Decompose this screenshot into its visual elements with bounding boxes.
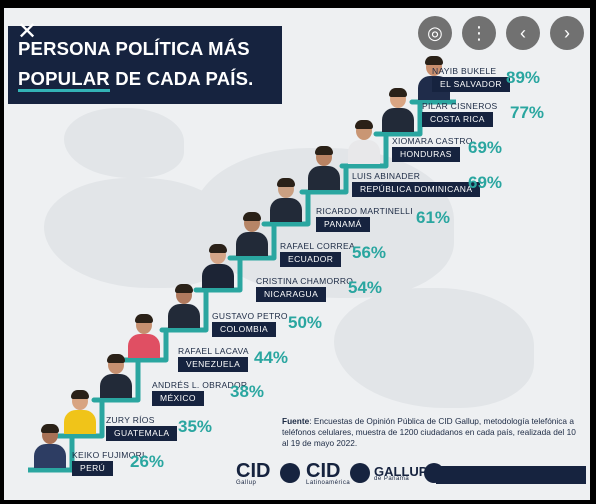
title-line-1: PERSONA POLÍTICA MÁS xyxy=(18,38,250,59)
staircase-line xyxy=(28,99,456,473)
logos-row: CID Gallup CID Latinoamérica GALLUP de Pana… xyxy=(236,460,586,494)
person-name: NAYIB BUKELE xyxy=(432,66,497,76)
approval-percent: 56% xyxy=(352,243,387,262)
approval-percent: 77% xyxy=(510,103,545,122)
map-shape xyxy=(64,108,184,178)
person-photo xyxy=(126,314,162,358)
close-icon[interactable]: ✕ xyxy=(16,18,38,45)
country-label: GUATEMALA xyxy=(106,426,178,441)
country-label: EL SALVADOR xyxy=(432,77,510,92)
more-button[interactable]: ⋮ xyxy=(462,16,496,50)
approval-percent: 50% xyxy=(288,313,323,332)
footer-bar xyxy=(436,466,586,484)
person-photo xyxy=(234,212,270,256)
country-label: COSTA RICA xyxy=(422,112,493,127)
approval-percent: 38% xyxy=(230,382,265,401)
country-label: HONDURAS xyxy=(392,147,460,162)
gallup-panama-logo: GALLUP de Panamá xyxy=(374,464,428,482)
person-name: RAFAEL LACAVA xyxy=(178,346,249,356)
title-line-2: POPULAR DE CADA PAÍS. xyxy=(18,64,272,94)
person-photo xyxy=(346,120,382,164)
person-photo xyxy=(306,146,342,190)
country-label: PANAMÁ xyxy=(316,217,370,232)
lens-button[interactable]: ◎ xyxy=(418,16,452,50)
person-name: ANDRÉS L. OBRADOR xyxy=(152,380,248,390)
globe-icon xyxy=(280,463,300,483)
title-banner: PERSONA POLÍTICA MÁS POPULAR DE CADA PAÍ… xyxy=(8,26,282,104)
infographic-image: PERSONA POLÍTICA MÁS POPULAR DE CADA PAÍ… xyxy=(4,8,590,500)
person-name: RAFAEL CORREA xyxy=(280,241,355,251)
country-label: COLOMBIA xyxy=(212,322,277,337)
approval-percent: 26% xyxy=(130,452,165,471)
country-label: VENEZUELA xyxy=(178,357,249,372)
approval-percent: 54% xyxy=(348,278,383,297)
person-photo xyxy=(166,284,202,328)
map-shape xyxy=(334,288,534,408)
title-rest: DE CADA PAÍS. xyxy=(109,68,254,89)
cid-latinoamerica-logo: CID Latinoamérica xyxy=(306,460,351,486)
person-name: GUSTAVO PETRO xyxy=(212,311,288,321)
approval-percent: 35% xyxy=(178,417,213,436)
person-name: KEIKO FUJIMORI xyxy=(72,450,145,460)
person-photo xyxy=(98,354,134,398)
person-name: PILAR CISNEROS xyxy=(422,101,498,111)
person-photo xyxy=(62,390,98,434)
approval-percent: 61% xyxy=(416,208,451,227)
next-button[interactable]: › xyxy=(550,16,584,50)
source-text: : Encuestas de Opinión Pública de CID Ga… xyxy=(282,416,576,448)
globe-icon xyxy=(350,463,370,483)
person-name: XIOMARA CASTRO xyxy=(392,136,473,146)
country-label: ECUADOR xyxy=(280,252,342,267)
person-name: LUIS ABINADER xyxy=(352,171,421,181)
person-photo xyxy=(200,244,236,288)
person-photo xyxy=(380,88,416,132)
country-label: NICARAGUA xyxy=(256,287,327,302)
person-name: ZURY RÍOS xyxy=(106,415,155,425)
cid-gallup-logo: CID Gallup xyxy=(236,460,271,486)
country-label: MÉXICO xyxy=(152,391,204,406)
country-label: PERÚ xyxy=(72,461,114,476)
title-highlight: POPULAR xyxy=(18,68,110,92)
approval-percent: 69% xyxy=(468,138,503,157)
approval-percent: 44% xyxy=(254,348,289,367)
person-photo xyxy=(32,424,68,468)
person-name: CRISTINA CHAMORRO xyxy=(256,276,354,286)
approval-percent: 89% xyxy=(506,68,541,87)
country-label: REPÚBLICA DOMINICANA xyxy=(352,182,481,197)
prev-button[interactable]: ‹ xyxy=(506,16,540,50)
approval-percent: 69% xyxy=(468,173,503,192)
source-label: Fuente xyxy=(282,416,310,426)
source-note: Fuente: Encuestas de Opinión Pública de … xyxy=(282,416,582,449)
person-photo xyxy=(268,178,304,222)
person-name: RICARDO MARTINELLI xyxy=(316,206,413,216)
